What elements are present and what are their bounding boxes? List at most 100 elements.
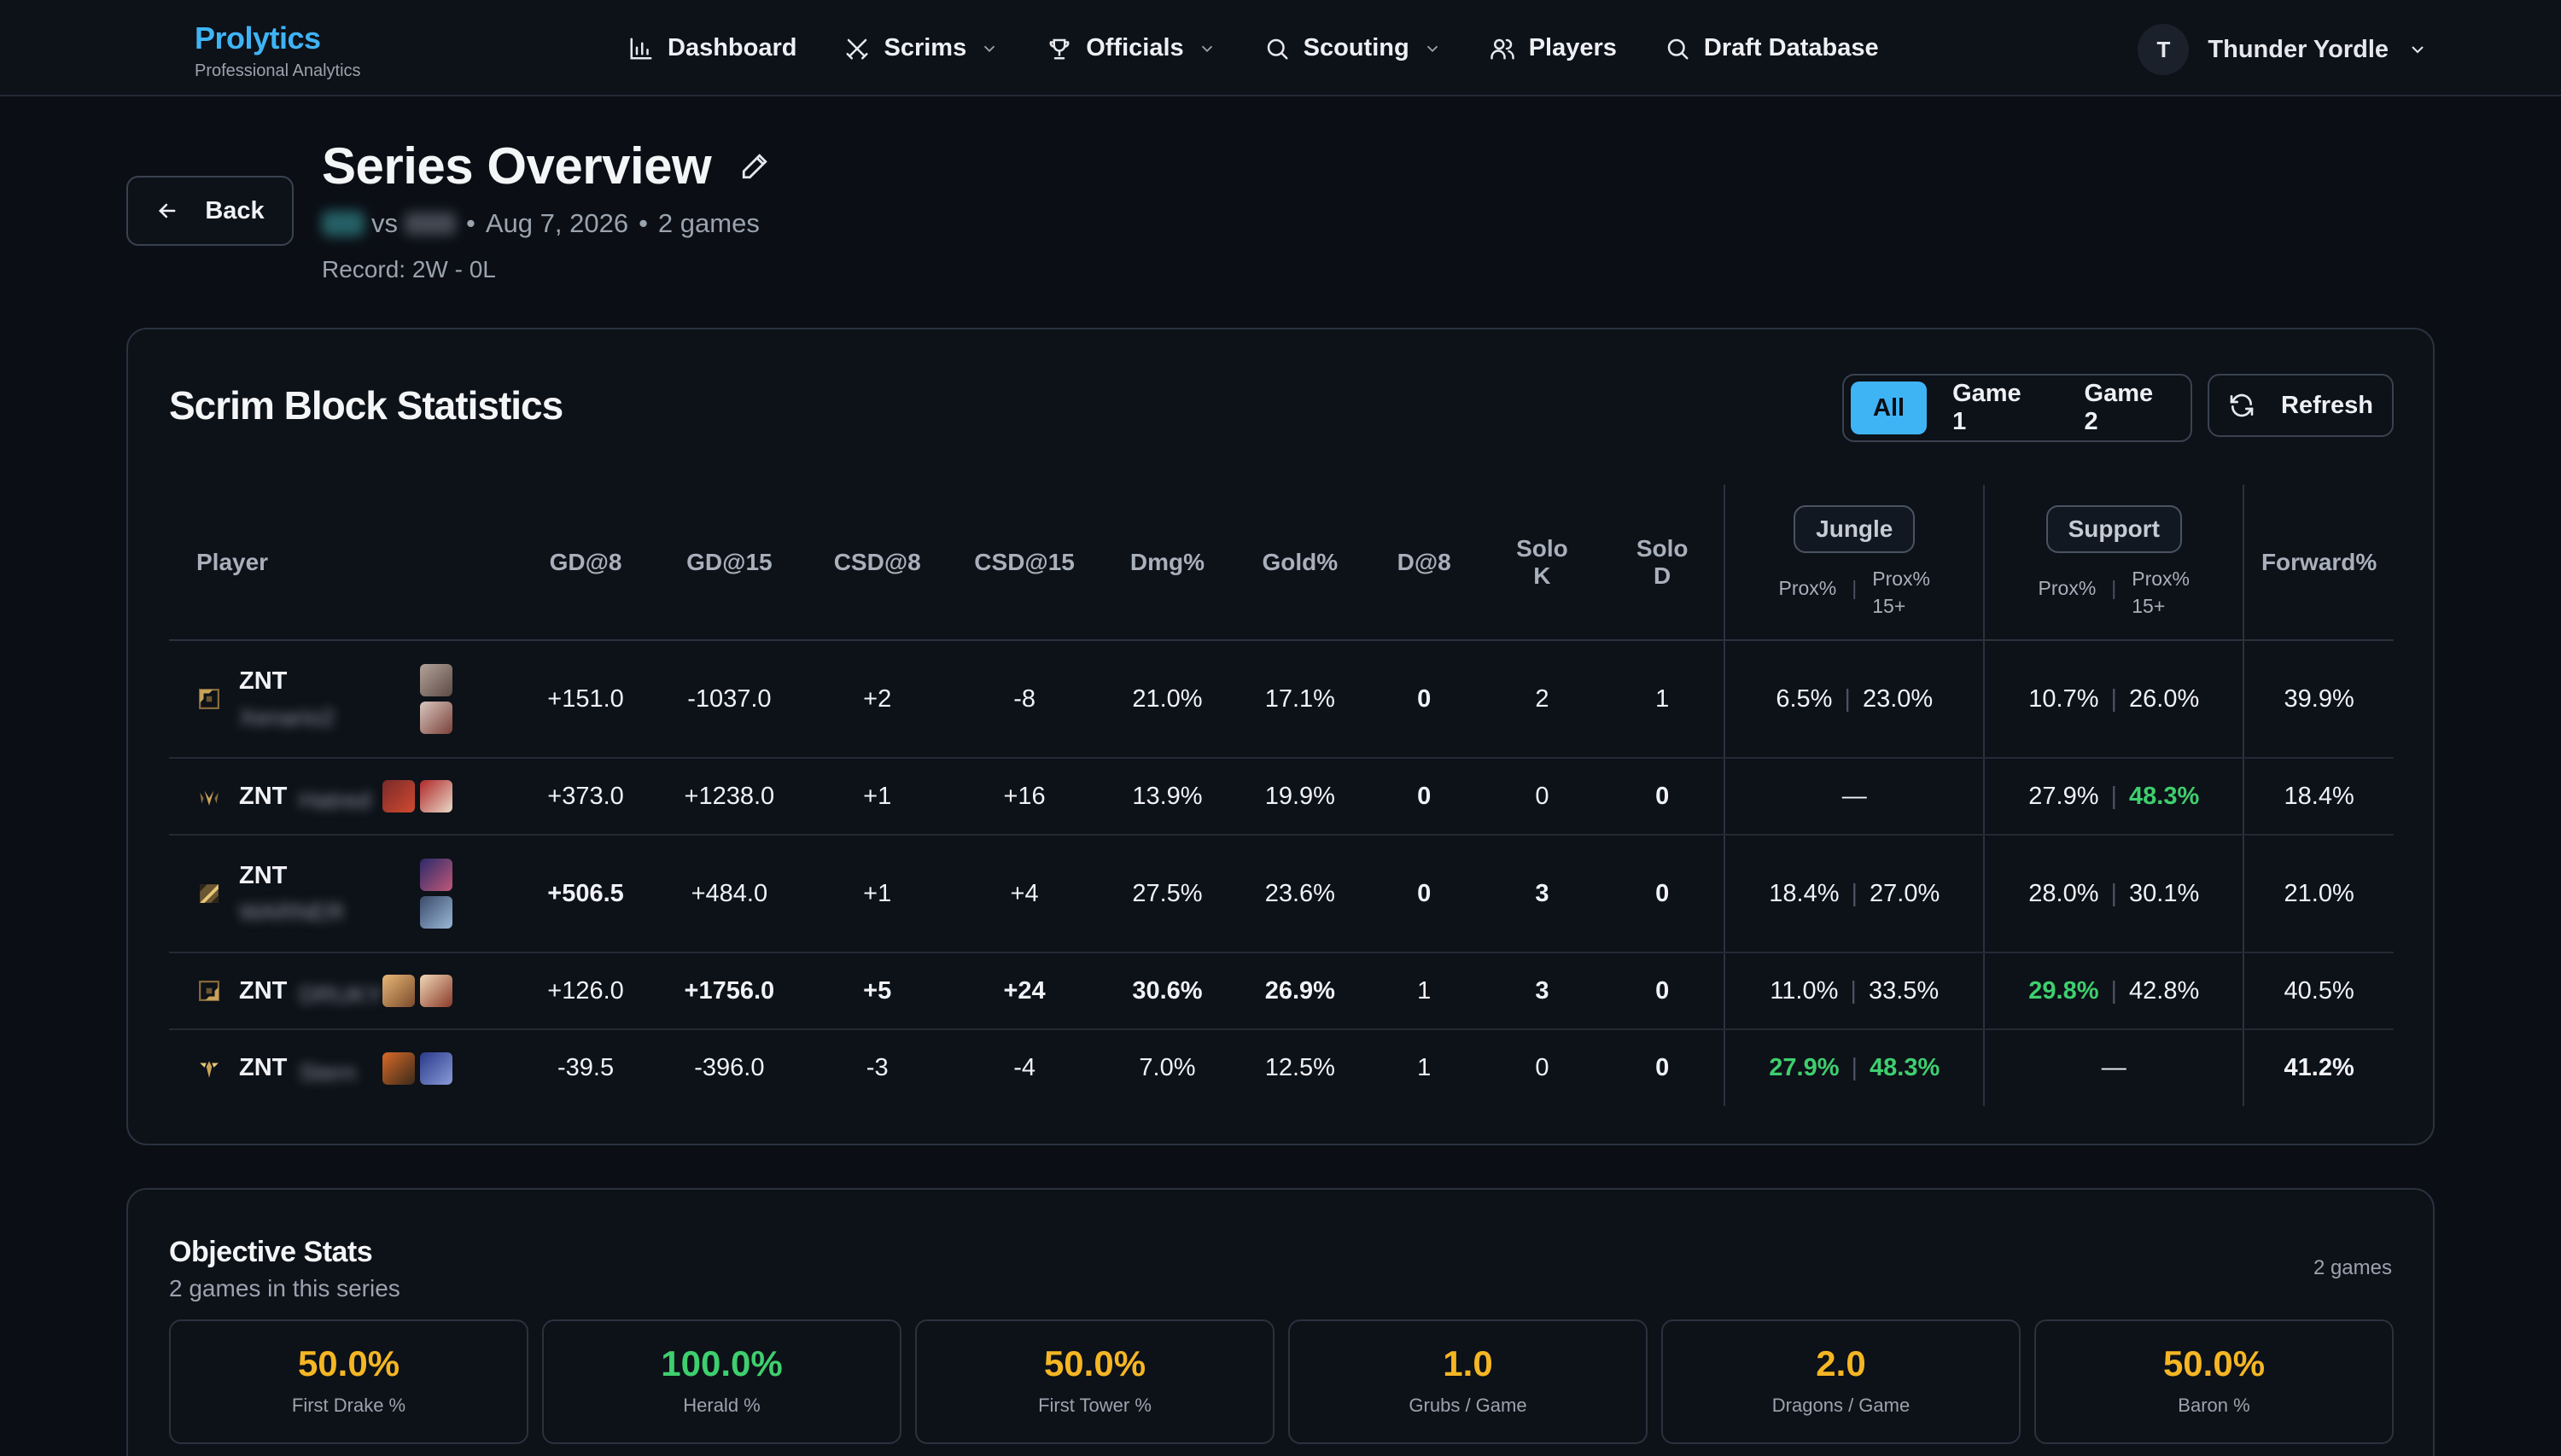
nav-players[interactable]: Players [1490, 34, 1617, 62]
brand-subtitle: Professional Analytics [195, 61, 361, 80]
support-prox15: 26.0% [2129, 684, 2200, 713]
series-meta: vs • Aug 7, 2026 • 2 games [322, 208, 760, 239]
jungle-prox-cell: 27.9% | 48.3% [1724, 1029, 1985, 1106]
stat-baron: 50.0% Baron % [2034, 1319, 2394, 1444]
jungle-subheaders: Prox% | Prox% 15+ [1725, 565, 1983, 620]
divider: | [1851, 879, 1858, 907]
objective-stats-card: Objective Stats 2 games in this series 2… [126, 1188, 2435, 1456]
support-pill: Support [2045, 504, 2182, 553]
player-cell: ZNT WARNER [169, 835, 518, 953]
objective-grid: 50.0% First Drake % 100.0% Herald % 50.0… [169, 1319, 2394, 1444]
divider: | [1852, 576, 1858, 599]
forward-cell: 18.4% [2243, 758, 2394, 836]
champion-icon [420, 896, 453, 929]
gd15-cell: +484.0 [653, 835, 806, 953]
player-name: Xenario2 [239, 703, 335, 731]
jungle-prox: 27.9% [1769, 1054, 1840, 1081]
team-tag: ZNT [239, 861, 288, 889]
champion-icon [382, 1051, 416, 1085]
card-title: Scrim Block Statistics [169, 383, 563, 428]
col-solo-d-line1: Solo [1636, 534, 1689, 562]
game-filter: All Game 1 Game 2 [1842, 374, 2192, 442]
gold-cell: 23.6% [1235, 835, 1365, 953]
nav-scrims[interactable]: Scrims [844, 34, 999, 62]
table-row[interactable]: ZNT Hatred +373.0 +1238.0 +1 +16 13.9% 1… [169, 758, 2394, 836]
top-navbar: Prolytics Professional Analytics Dashboa… [0, 0, 2561, 96]
divider: | [2110, 782, 2118, 810]
support-subheaders: Prox% | Prox% 15+ [1985, 565, 2243, 620]
jungle-prox: 18.4% [1769, 879, 1840, 907]
jungle-prox15-line1: Prox% [1872, 567, 1930, 590]
champion-icon [420, 780, 453, 812]
csd8-cell: +5 [805, 952, 950, 1030]
gd15-cell: -396.0 [694, 1054, 765, 1081]
solo-k-cell: 3 [1483, 952, 1601, 1030]
bar-chart-icon [630, 38, 652, 59]
series-date: Aug 7, 2026 [485, 208, 629, 238]
refresh-button[interactable]: Refresh [2208, 374, 2394, 437]
back-button[interactable]: Back [126, 176, 294, 246]
jungle-prox15-label: Prox% 15+ [1872, 565, 1930, 620]
filter-game-2[interactable]: Game 2 [2084, 380, 2154, 435]
stat-value: 100.0% [661, 1343, 783, 1383]
support-prox: 27.9% [2028, 782, 2099, 810]
jungle-prox: 6.5% [1776, 684, 1833, 713]
support-prox-cell: 28.0% | 30.1% [1983, 835, 2244, 953]
d8-cell: 0 [1364, 835, 1484, 953]
nav-scouting-label: Scouting [1303, 34, 1409, 61]
champion-icon [382, 780, 416, 812]
users-icon [1490, 38, 1514, 59]
table-row[interactable]: ZNT Xenario2 +151.0 -1037.0 +2 -8 21.0% … [169, 640, 2394, 759]
stat-label: Herald % [683, 1395, 761, 1416]
user-menu[interactable]: T Thunder Yordle [2138, 24, 2428, 75]
nav-dashboard[interactable]: Dashboard [628, 34, 796, 62]
col-d8: D@8 [1364, 485, 1484, 641]
scrim-stats-card: Scrim Block Statistics All Game 1 Game 2… [126, 328, 2435, 1145]
col-gd15: GD@15 [653, 485, 806, 641]
jungle-prox15-line2: 15+ [1872, 594, 1906, 617]
csd8-cell: +2 [805, 640, 950, 759]
nav-draft-database[interactable]: Draft Database [1665, 34, 1879, 62]
pencil-icon[interactable] [740, 152, 769, 181]
support-prox15: 42.8% [2129, 976, 2200, 1005]
player-name: DRUKY [299, 981, 383, 1008]
col-csd8: CSD@8 [805, 485, 950, 641]
player-cell: ZNT Stern [169, 1029, 517, 1106]
brand-name: Prolytics [195, 20, 321, 55]
arrow-left-icon [159, 203, 176, 218]
jungle-pill: Jungle [1794, 504, 1916, 553]
filter-all[interactable]: All [1851, 381, 1928, 434]
search-icon [1667, 38, 1689, 59]
bot-lane-icon [199, 981, 219, 1001]
csd8-cell: +1 [805, 835, 950, 953]
nav-officials[interactable]: Officials [1047, 34, 1216, 62]
dmg-cell: 27.5% [1099, 835, 1236, 953]
chevron-down-icon [2412, 46, 2424, 54]
refresh-label: Refresh [2281, 391, 2373, 419]
col-solo-k-line2: K [1533, 562, 1551, 589]
title-row: Series Overview [322, 137, 769, 195]
support-prox15-label: Prox% 15+ [2132, 565, 2190, 620]
nav-scouting[interactable]: Scouting [1264, 34, 1442, 62]
team-tag: ZNT [239, 782, 288, 810]
champion-icon [382, 975, 416, 1007]
dmg-cell: 7.0% [1139, 1054, 1196, 1081]
solo-d-cell: 1 [1601, 640, 1725, 759]
stat-value: 50.0% [1043, 1343, 1146, 1383]
forward-cell: 39.9% [2243, 640, 2394, 759]
table-row[interactable]: ZNT Stern -39.5 -396.0 -3 -4 7.0% 12.5% … [169, 1029, 2394, 1106]
series-games: 2 games [657, 208, 760, 238]
table-row[interactable]: ZNT WARNER +506.5 +484.0 +1 +4 27.5% 23.… [169, 835, 2394, 953]
gold-cell: 17.1% [1235, 640, 1365, 759]
table-row[interactable]: ZNT DRUKY +126.0 +1756.0 +5 +24 30.6% 26… [169, 952, 2394, 1030]
player-name: Hatred [299, 787, 371, 813]
player-cell: ZNT Hatred [169, 758, 518, 836]
team-tag: ZNT [239, 1054, 288, 1081]
gd8-cell: +373.0 [517, 758, 654, 836]
support-prox15: 48.3% [2129, 782, 2200, 810]
brand[interactable]: Prolytics Professional Analytics [195, 20, 361, 81]
support-prox15: 30.1% [2129, 879, 2200, 907]
filter-game-1[interactable]: Game 1 [1952, 380, 2021, 435]
gold-cell: 12.5% [1264, 1054, 1335, 1081]
col-solo-k: Solo K [1483, 485, 1601, 641]
